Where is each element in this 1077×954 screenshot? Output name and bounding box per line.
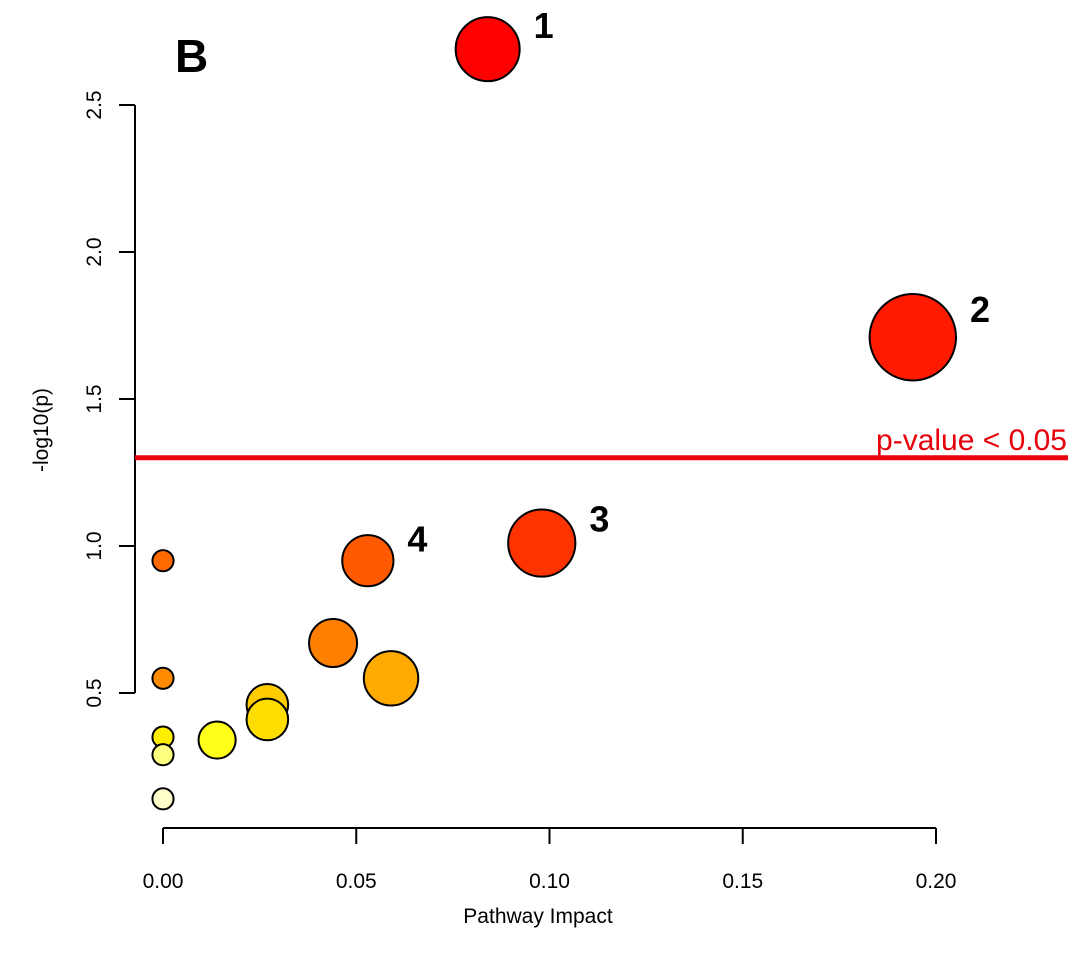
point-label: 2 bbox=[970, 289, 990, 330]
data-point bbox=[151, 743, 175, 767]
data-point bbox=[868, 293, 958, 382]
data-point bbox=[362, 650, 420, 707]
data-point bbox=[341, 534, 395, 588]
y-axis-title: -log10(p) bbox=[30, 388, 53, 472]
data-point bbox=[151, 666, 175, 690]
data-point bbox=[197, 720, 237, 760]
point-label: 4 bbox=[407, 519, 427, 560]
x-tick-label: 0.10 bbox=[529, 870, 570, 893]
threshold-label: p-value < 0.05 bbox=[876, 424, 1067, 457]
panel-label: B bbox=[175, 30, 208, 82]
data-point bbox=[308, 618, 359, 669]
x-tick-label: 0.00 bbox=[143, 870, 184, 893]
point-label: 3 bbox=[589, 498, 609, 539]
data-point bbox=[151, 787, 175, 811]
data-point bbox=[245, 697, 290, 742]
y-tick-label: 1.5 bbox=[83, 384, 106, 413]
data-point bbox=[507, 508, 577, 578]
threshold-group: p-value < 0.05 bbox=[135, 424, 1068, 461]
x-tick-label: 0.05 bbox=[336, 870, 377, 893]
x-tick-label: 0.15 bbox=[722, 870, 763, 893]
data-point bbox=[151, 549, 175, 573]
y-tick-label: 2.0 bbox=[83, 237, 106, 266]
points-group: 1 2 3 4 bbox=[151, 5, 990, 811]
y-tick-label: 0.5 bbox=[83, 678, 106, 707]
y-tick-label: 1.0 bbox=[83, 531, 106, 560]
axes: 0.5 1.0 1.5 2.0 2.5 0.00 0.05 0.10 0.15 0.20 bbox=[83, 90, 956, 893]
x-tick-label: 0.20 bbox=[916, 870, 957, 893]
point-label: 1 bbox=[534, 5, 554, 46]
y-tick-label: 2.5 bbox=[83, 90, 106, 119]
x-axis-title: Pathway Impact bbox=[463, 905, 613, 928]
data-point bbox=[454, 16, 521, 83]
